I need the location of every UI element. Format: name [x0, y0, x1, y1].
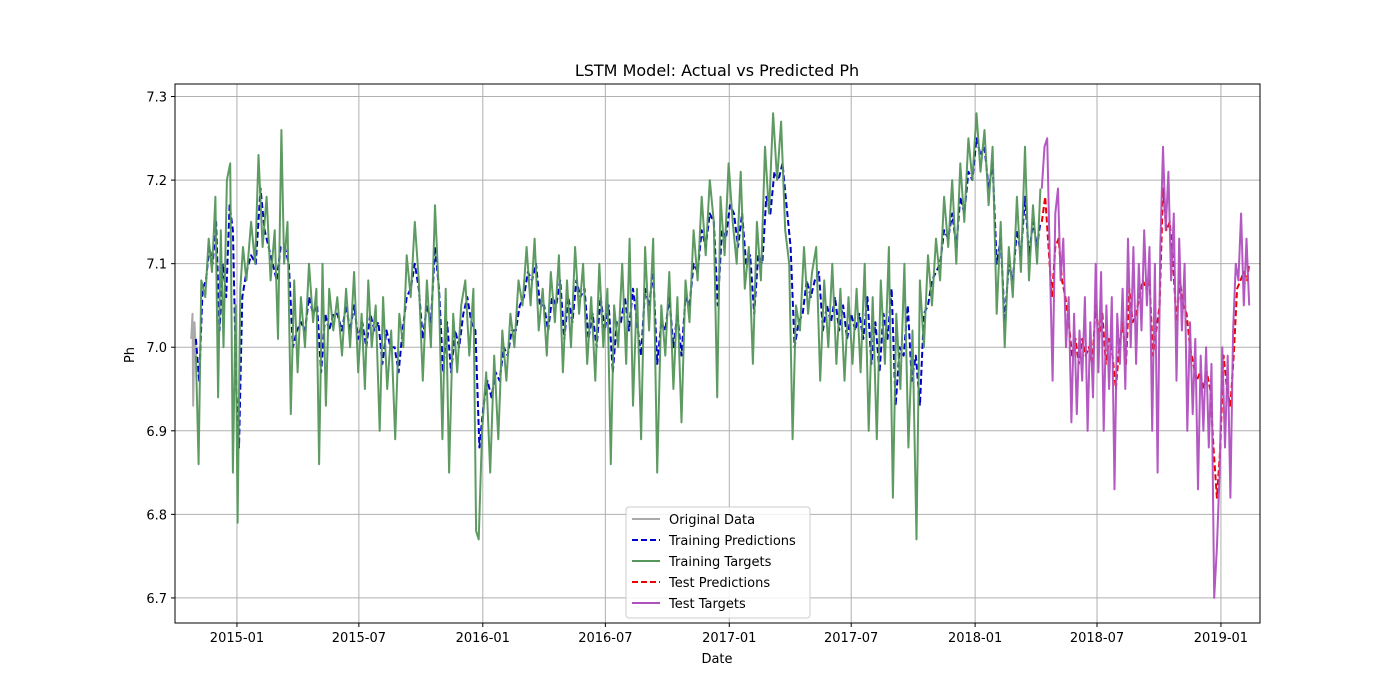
x-axis-label: Date	[701, 652, 732, 667]
x-tick-label: 2015-07	[332, 631, 386, 646]
x-tick-label: 2019-01	[1194, 631, 1248, 646]
test-targets-line	[1040, 137, 1251, 599]
y-tick-label: 7.0	[146, 341, 167, 356]
chart-title: LSTM Model: Actual vs Predicted Ph	[575, 61, 859, 80]
x-tick-label: 2017-01	[702, 631, 756, 646]
ticks: 2015-01 2015-07 2016-01 2016-07 2017-01 2017-…	[146, 91, 1248, 646]
y-tick-label: 7.2	[146, 174, 167, 189]
x-tick-label: 2018-07	[1070, 631, 1124, 646]
plot-frame	[174, 83, 1261, 624]
y-tick-label: 6.7	[146, 592, 167, 607]
training-targets-line	[194, 112, 1042, 541]
legend-label: Original Data	[669, 513, 755, 528]
series-layer	[190, 112, 1251, 599]
y-tick-label: 7.3	[146, 91, 167, 106]
y-tick-label: 7.1	[146, 258, 167, 273]
legend-label: Training Targets	[668, 555, 772, 570]
x-tick-label: 2016-07	[578, 631, 632, 646]
x-tick-label: 2016-01	[456, 631, 510, 646]
y-tick-label: 6.8	[146, 508, 167, 523]
legend: Original Data Training Predictions Trainin…	[625, 506, 811, 619]
legend-label: Test Targets	[668, 597, 746, 612]
y-tick-label: 6.9	[146, 425, 167, 440]
x-tick-label: 2015-01	[210, 631, 264, 646]
legend-label: Test Predictions	[668, 576, 770, 591]
y-axis-label: Ph	[123, 347, 138, 363]
x-tick-label: 2018-01	[948, 631, 1002, 646]
legend-box	[625, 506, 811, 619]
original-data-line	[190, 312, 197, 407]
x-tick-label: 2017-07	[824, 631, 878, 646]
legend-label: Training Predictions	[668, 534, 796, 549]
